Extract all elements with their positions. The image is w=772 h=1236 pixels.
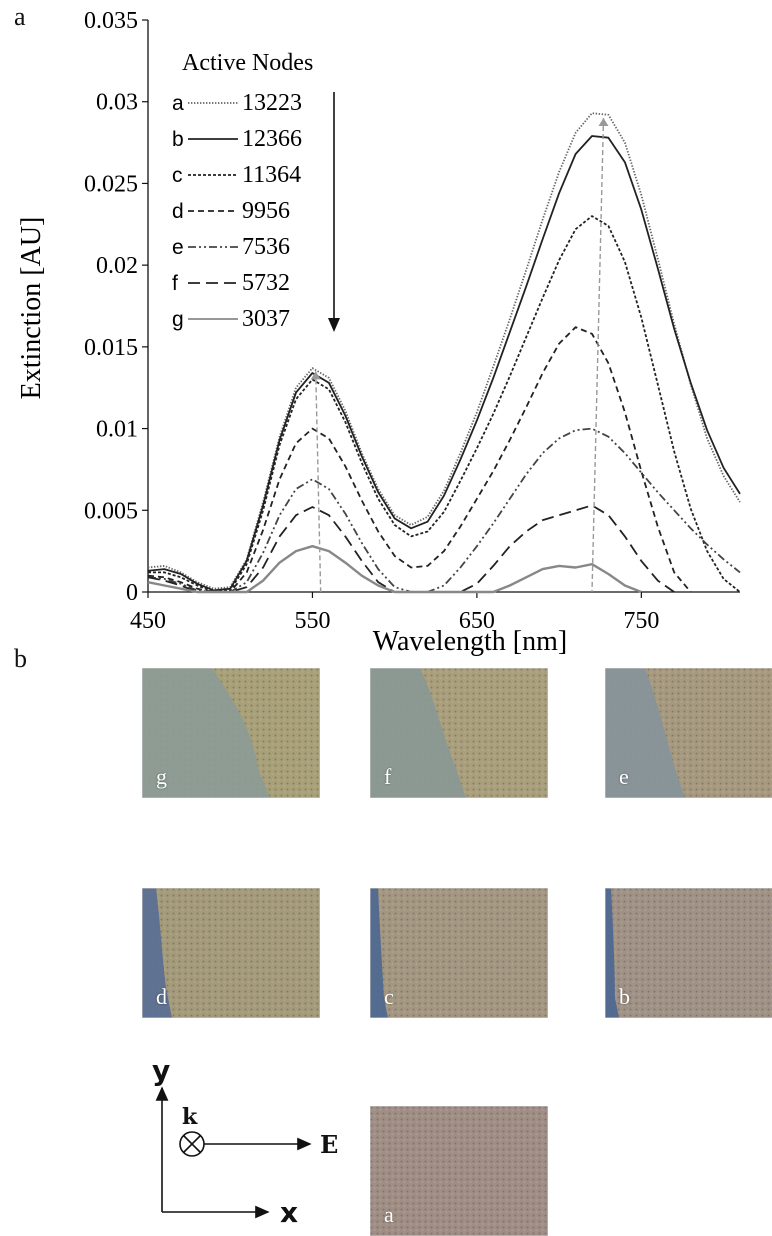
legend-series-id: g bbox=[172, 308, 184, 331]
micrograph-texture bbox=[142, 888, 320, 1018]
legend-title: Active Nodes bbox=[182, 50, 313, 76]
micrograph-texture bbox=[605, 888, 772, 1018]
micrograph-label: g bbox=[156, 764, 167, 789]
x-tick-label: 750 bbox=[623, 608, 659, 634]
e-field-label: E bbox=[320, 1130, 339, 1159]
micrograph-g: g bbox=[142, 668, 320, 798]
legend-series-id: c bbox=[172, 164, 183, 187]
y-tick-label: 0.02 bbox=[96, 253, 138, 279]
legend-order-arrowhead bbox=[328, 318, 340, 332]
x-axis-name: x bbox=[280, 1196, 299, 1229]
y-tick-label: 0.01 bbox=[96, 417, 138, 443]
k-label: k bbox=[182, 1104, 198, 1130]
micrograph-d: d bbox=[142, 888, 320, 1018]
legend-series-name: 3037 bbox=[242, 306, 290, 332]
micrograph-c: c bbox=[370, 888, 548, 1018]
micrograph-texture bbox=[605, 668, 772, 798]
series-line-d bbox=[147, 326, 692, 593]
y-tick-label: 0.005 bbox=[84, 498, 138, 524]
series-line-e bbox=[147, 427, 741, 593]
series-line-c bbox=[147, 215, 741, 593]
y-tick-label: 0.025 bbox=[84, 171, 138, 197]
y-axis-label: Extinction [AU] bbox=[16, 217, 47, 400]
panel-b-label: b bbox=[14, 644, 27, 673]
micrograph-texture bbox=[370, 668, 548, 798]
series-line-g bbox=[147, 545, 642, 594]
micrograph-label: d bbox=[156, 984, 167, 1009]
x-tick-label: 450 bbox=[130, 608, 166, 634]
micrograph-label: f bbox=[384, 764, 392, 789]
legend-series-name: 7536 bbox=[242, 234, 290, 260]
legend-series-name: 5732 bbox=[242, 270, 290, 296]
micrograph-e: e bbox=[605, 668, 772, 798]
legend-series-name: 11364 bbox=[242, 162, 301, 188]
x-tick-label: 650 bbox=[459, 608, 495, 634]
y-tick-label: 0.015 bbox=[84, 335, 138, 361]
y-tick-label: 0 bbox=[126, 580, 138, 606]
micrograph-texture bbox=[370, 888, 548, 1018]
micrograph-texture bbox=[370, 1106, 548, 1236]
series-line-f bbox=[147, 504, 675, 593]
y-axis-name: y bbox=[152, 1054, 171, 1087]
micrograph-label: e bbox=[619, 764, 629, 789]
peak-shift-marker bbox=[591, 118, 605, 593]
legend-series-name: 13223 bbox=[242, 90, 302, 116]
micrograph-f: f bbox=[370, 668, 548, 798]
k-into-page-icon bbox=[183, 1135, 201, 1153]
peak-shift-arrowhead bbox=[310, 371, 321, 380]
legend-series-id: a bbox=[172, 92, 184, 115]
x-tick-label: 550 bbox=[294, 608, 330, 634]
micrograph-label: a bbox=[384, 1202, 394, 1227]
legend-series-name: 9956 bbox=[242, 198, 290, 224]
panel-a-label: a bbox=[14, 2, 26, 31]
peak-shift-marker bbox=[315, 371, 322, 593]
y-tick-label: 0.03 bbox=[96, 90, 138, 116]
series-line-b bbox=[147, 135, 741, 592]
series-line-a bbox=[147, 112, 741, 590]
legend-series-id: d bbox=[172, 200, 184, 223]
legend-series-id: b bbox=[172, 128, 184, 151]
micrograph-b: b bbox=[605, 888, 772, 1018]
y-tick-label: 0.035 bbox=[84, 8, 138, 34]
micrograph-texture bbox=[142, 668, 320, 798]
field-orientation-legend: y k E x bbox=[140, 1054, 360, 1229]
orientation-axes bbox=[155, 1086, 312, 1219]
extinction-chart: Extinction [AU] Wavelength [nm] 0 0.005 0.… bbox=[16, 8, 741, 657]
micrograph-label: c bbox=[384, 984, 394, 1009]
legend-series-id: e bbox=[172, 236, 184, 259]
peak-shift-arrowhead bbox=[598, 118, 609, 127]
x-axis-label: Wavelength [nm] bbox=[373, 626, 567, 657]
micrograph-label: b bbox=[619, 984, 630, 1009]
legend-series-id: f bbox=[172, 272, 178, 295]
micrograph-a: a bbox=[370, 1106, 548, 1236]
legend-series-name: 12366 bbox=[242, 126, 302, 152]
